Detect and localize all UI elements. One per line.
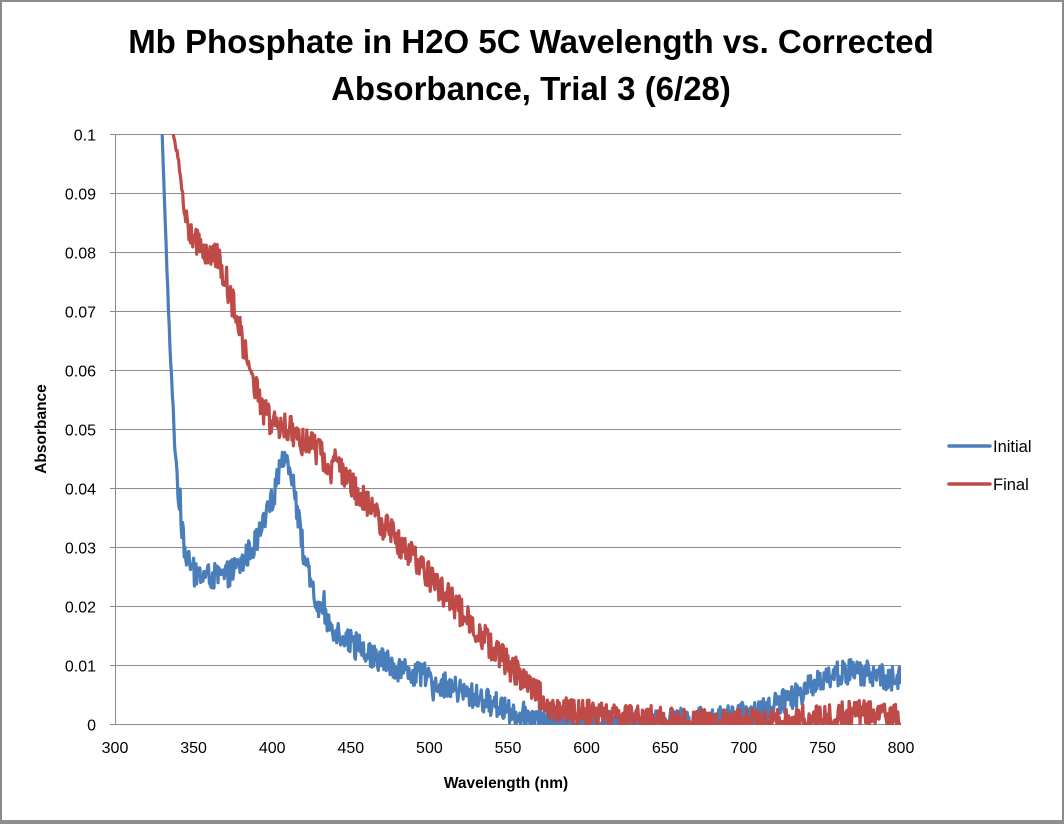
x-tick-label: 450: [337, 740, 364, 757]
y-tick-label: 0.08: [65, 246, 96, 263]
y-tick-label: 0.09: [65, 187, 96, 204]
y-tick-label: 0.03: [65, 541, 96, 558]
y-tick-label: 0.04: [65, 482, 96, 499]
y-tick-label: 0: [87, 718, 96, 735]
gridlines: [110, 134, 901, 725]
series-line-initial: [160, 134, 901, 725]
x-tick-label: 300: [102, 740, 129, 757]
series-line-final: [171, 134, 901, 725]
legend: Initial Final: [947, 438, 1032, 494]
x-tick-label: 750: [809, 740, 836, 757]
y-tick-label: 0.06: [65, 364, 96, 381]
y-tick-label: 0.05: [65, 423, 96, 440]
x-tick-label: 500: [416, 740, 443, 757]
x-tick-label: 400: [259, 740, 286, 757]
legend-label: Final: [993, 476, 1029, 494]
y-tick-label: 0.1: [74, 128, 96, 145]
x-tick-label: 350: [180, 740, 207, 757]
y-tick-label: 0.07: [65, 305, 96, 322]
series-layer: [160, 134, 901, 725]
y-axis-ticks: 0 0.01 0.02 0.03 0.04 0.05 0.06 0.07 0.08 0.09 0.1: [65, 128, 96, 735]
chart-title: Mb Phosphate in H2O 5C Wavelength vs. Co…: [128, 23, 934, 107]
x-axis-ticks: 300 350 400 450 500 550 600 650 700 750 800: [102, 740, 915, 757]
x-tick-label: 700: [730, 740, 757, 757]
legend-label: Initial: [993, 438, 1032, 456]
x-tick-label: 600: [573, 740, 600, 757]
y-axis-label: Absorbance: [33, 384, 50, 474]
legend-item-initial: Initial: [947, 438, 1032, 456]
y-tick-label: 0.02: [65, 600, 96, 617]
x-axis-label: Wavelength (nm): [444, 775, 568, 792]
legend-item-final: Final: [947, 476, 1029, 494]
chart-title-line-2: Absorbance, Trial 3 (6/28): [331, 70, 731, 107]
chart-title-line-1: Mb Phosphate in H2O 5C Wavelength vs. Co…: [128, 23, 934, 60]
x-tick-label: 800: [888, 740, 915, 757]
x-tick-label: 550: [495, 740, 522, 757]
y-tick-label: 0.01: [65, 659, 96, 676]
x-tick-label: 650: [652, 740, 679, 757]
